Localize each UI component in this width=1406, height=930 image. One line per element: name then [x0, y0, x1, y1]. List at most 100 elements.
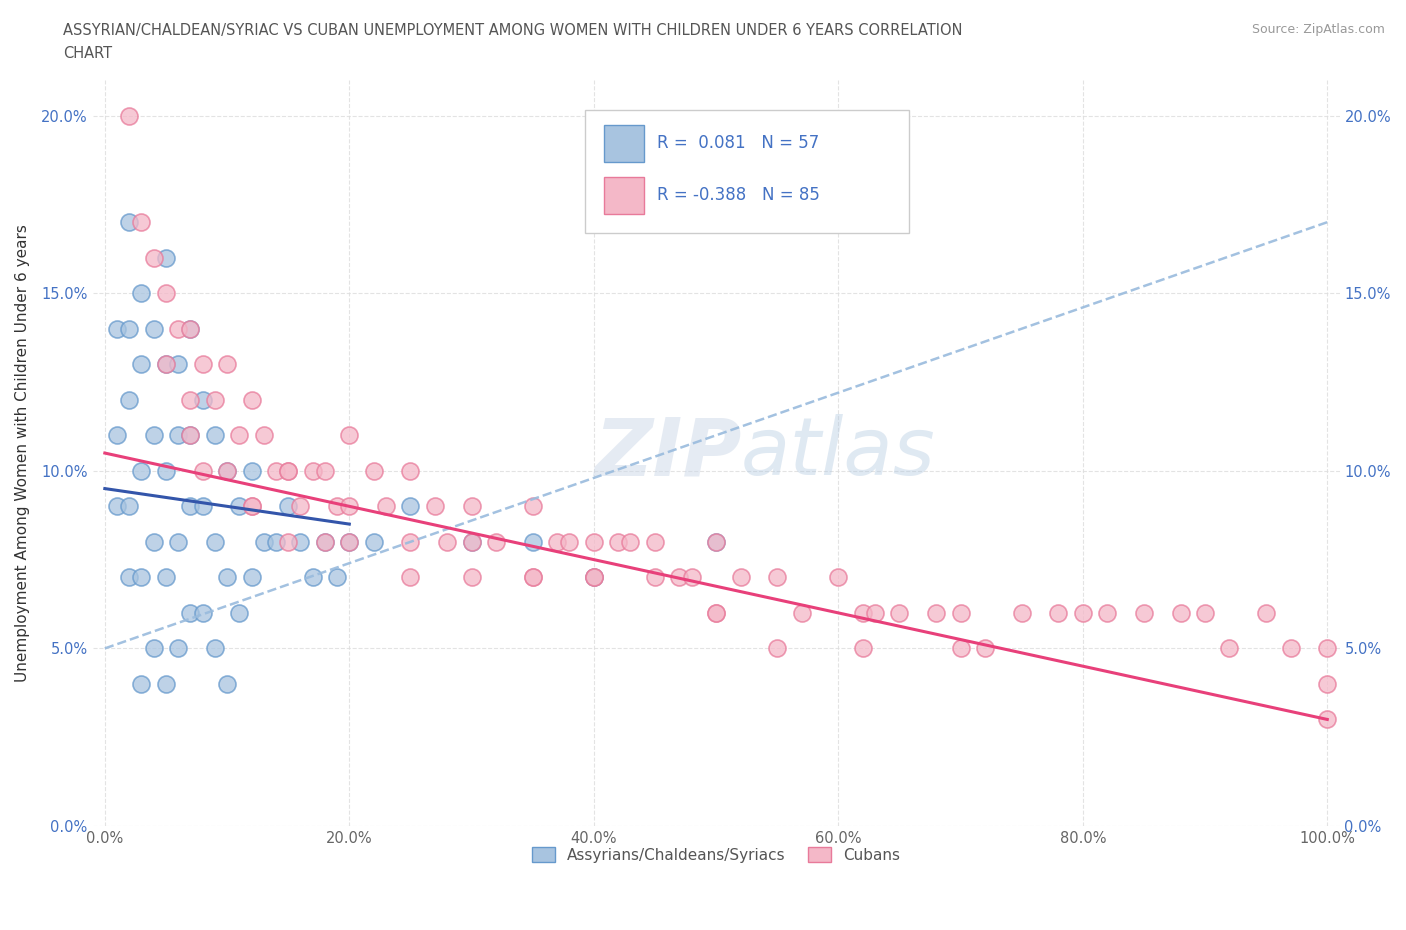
Point [522, 570, 544, 585]
Point [558, 535, 581, 550]
Point [253, 428, 276, 443]
Point [337, 498, 360, 513]
Point [436, 535, 458, 550]
Point [204, 392, 226, 407]
Point [155, 676, 177, 691]
Point [301, 570, 323, 585]
Point [766, 570, 789, 585]
Point [314, 463, 336, 478]
Point [619, 535, 641, 550]
Point [240, 463, 263, 478]
Point [644, 535, 666, 550]
Point [179, 321, 201, 336]
Point [155, 463, 177, 478]
Point [277, 535, 299, 550]
Point [399, 498, 422, 513]
Point [228, 428, 250, 443]
Text: Source: ZipAtlas.com: Source: ZipAtlas.com [1251, 23, 1385, 36]
Point [228, 605, 250, 620]
Y-axis label: Unemployment Among Women with Children Under 6 years: Unemployment Among Women with Children U… [15, 224, 30, 682]
Point [668, 570, 690, 585]
Point [546, 535, 568, 550]
Point [1170, 605, 1192, 620]
Point [131, 463, 153, 478]
Point [949, 641, 972, 656]
Point [925, 605, 948, 620]
Point [179, 498, 201, 513]
Point [522, 570, 544, 585]
Point [730, 570, 752, 585]
Point [191, 392, 214, 407]
Point [118, 392, 141, 407]
Point [1011, 605, 1033, 620]
Point [191, 463, 214, 478]
Point [704, 605, 727, 620]
Point [337, 535, 360, 550]
Point [423, 498, 446, 513]
Point [191, 357, 214, 372]
Point [582, 535, 605, 550]
Point [790, 605, 813, 620]
Point [142, 250, 165, 265]
Point [460, 535, 482, 550]
Point [1133, 605, 1156, 620]
Text: ASSYRIAN/CHALDEAN/SYRIAC VS CUBAN UNEMPLOYMENT AMONG WOMEN WITH CHILDREN UNDER 6: ASSYRIAN/CHALDEAN/SYRIAC VS CUBAN UNEMPL… [63, 23, 963, 38]
Point [240, 498, 263, 513]
Point [704, 605, 727, 620]
Point [179, 605, 201, 620]
Point [142, 641, 165, 656]
Legend: Assyrians/Chaldeans/Syriacs, Cubans: Assyrians/Chaldeans/Syriacs, Cubans [524, 840, 908, 870]
Point [240, 498, 263, 513]
Point [277, 498, 299, 513]
Point [215, 676, 238, 691]
Point [363, 463, 385, 478]
Point [375, 498, 398, 513]
Point [1256, 605, 1278, 620]
Point [460, 535, 482, 550]
Bar [603, 177, 644, 214]
Point [204, 641, 226, 656]
Point [301, 463, 323, 478]
Point [142, 321, 165, 336]
Point [131, 286, 153, 300]
Point [204, 535, 226, 550]
Point [1097, 605, 1119, 620]
Point [582, 570, 605, 585]
Bar [603, 125, 644, 162]
Point [1316, 676, 1339, 691]
Point [1316, 712, 1339, 727]
Point [142, 428, 165, 443]
Point [118, 108, 141, 123]
Point [240, 570, 263, 585]
Point [131, 215, 153, 230]
Point [337, 428, 360, 443]
Point [1071, 605, 1094, 620]
Text: atlas: atlas [741, 414, 936, 492]
Point [766, 641, 789, 656]
Point [852, 641, 875, 656]
Point [264, 463, 287, 478]
Point [399, 463, 422, 478]
Point [155, 357, 177, 372]
Point [974, 641, 997, 656]
Point [290, 498, 312, 513]
Point [155, 570, 177, 585]
Point [228, 498, 250, 513]
Point [118, 321, 141, 336]
Point [704, 535, 727, 550]
Point [105, 498, 128, 513]
Point [1194, 605, 1216, 620]
Point [179, 321, 201, 336]
Point [1279, 641, 1302, 656]
Point [179, 428, 201, 443]
Point [704, 535, 727, 550]
Point [1218, 641, 1240, 656]
Point [363, 535, 385, 550]
Point [167, 321, 190, 336]
Point [460, 570, 482, 585]
Point [131, 357, 153, 372]
Point [314, 535, 336, 550]
Point [215, 357, 238, 372]
Point [167, 357, 190, 372]
Point [522, 498, 544, 513]
